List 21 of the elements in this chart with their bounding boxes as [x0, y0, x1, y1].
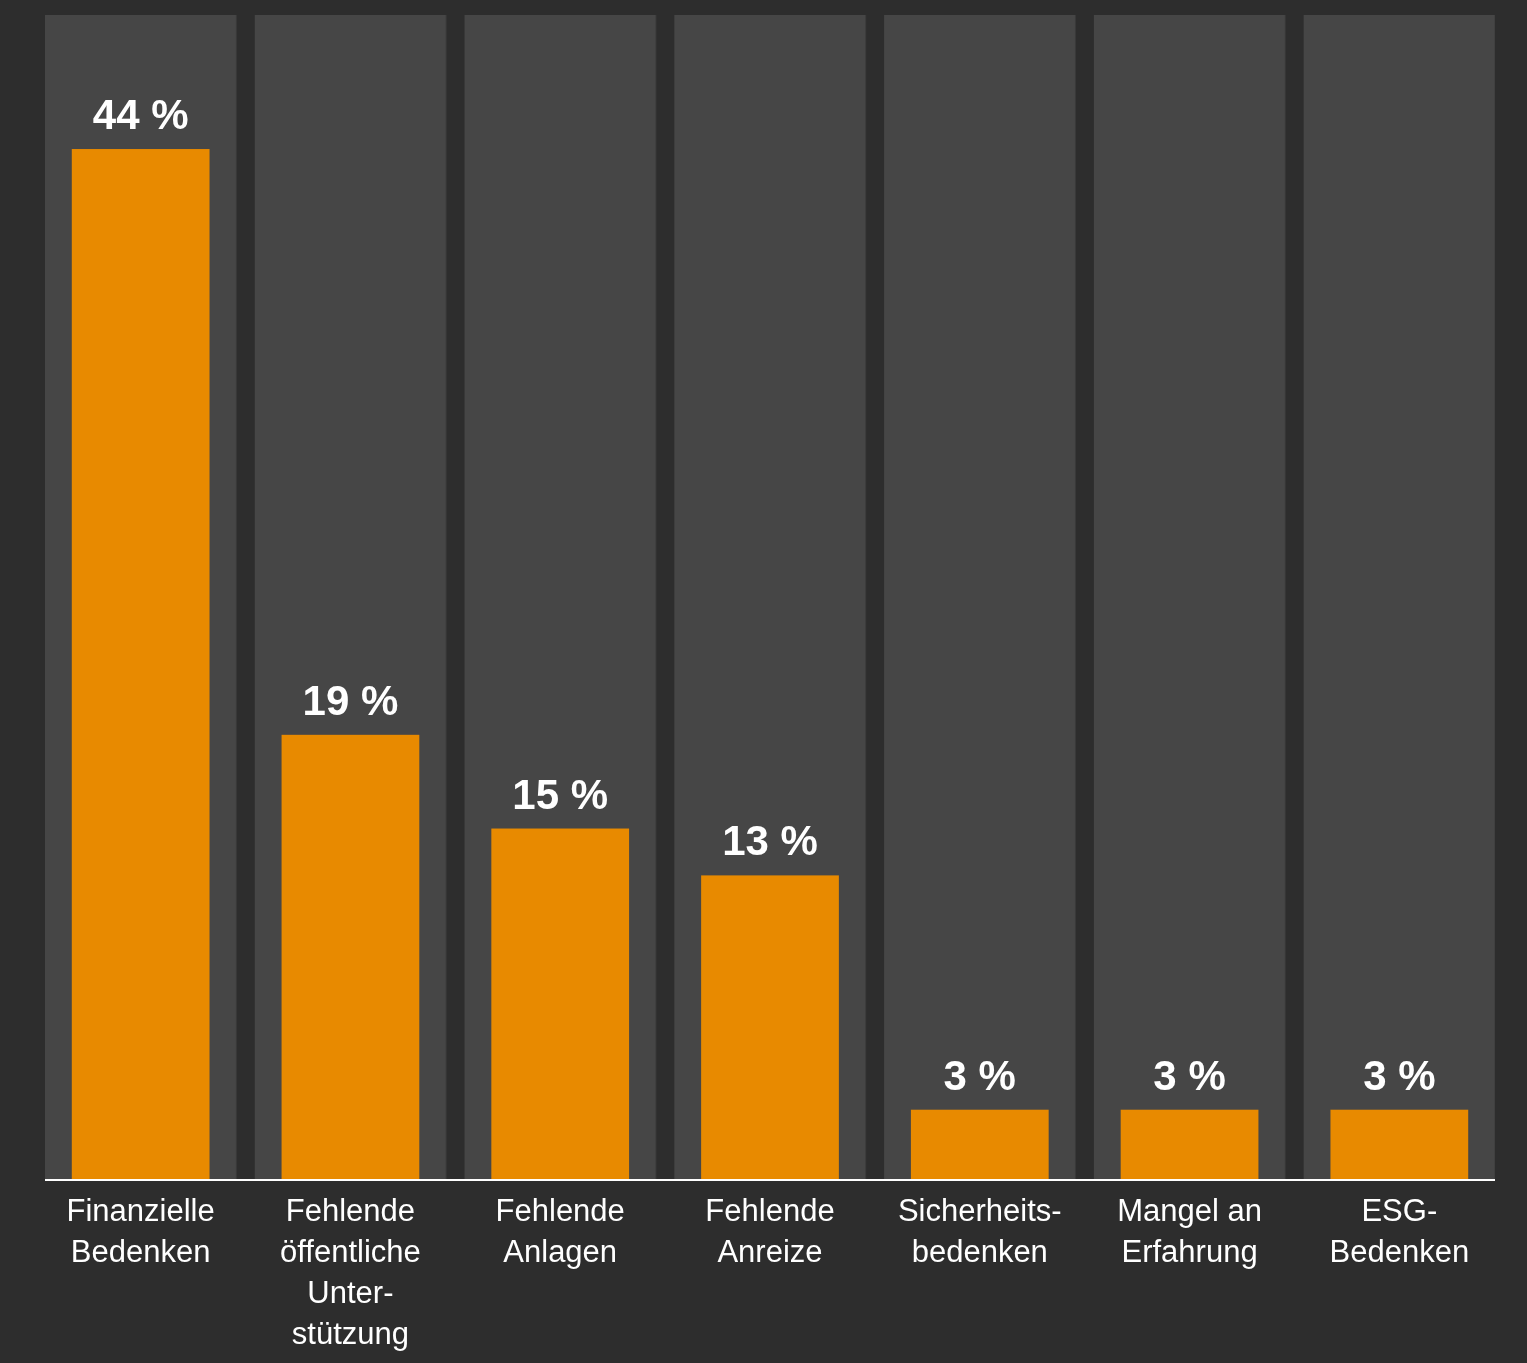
x-tick-label: Sicherheits- bedenken — [897, 1193, 1062, 1269]
x-tick-label: Fehlende Anreize — [705, 1193, 835, 1269]
x-tick-label: Mangel an Erfahrung — [1117, 1193, 1262, 1269]
x-tick-label: Finanzielle Bedenken — [66, 1193, 215, 1269]
bar — [1330, 1109, 1469, 1180]
data-label: 44 % — [92, 91, 189, 139]
data-label: 15 % — [512, 770, 609, 818]
data-label: 13 % — [722, 817, 818, 865]
bar — [910, 1109, 1049, 1180]
bar — [491, 828, 630, 1180]
data-label: 3 % — [1363, 1051, 1436, 1099]
bar — [71, 149, 210, 1180]
x-tick-label: ESG- Bedenken — [1329, 1193, 1470, 1269]
bar — [1120, 1109, 1259, 1180]
bar — [281, 734, 420, 1180]
x-tick-label: Fehlende Anlagen — [495, 1193, 625, 1269]
data-label: 3 % — [1153, 1051, 1226, 1099]
x-tick-label: Fehlende öffentliche Unter- stützung — [280, 1193, 421, 1351]
data-label: 19 % — [302, 676, 399, 724]
bar — [701, 875, 839, 1180]
data-label: 3 % — [943, 1051, 1016, 1099]
